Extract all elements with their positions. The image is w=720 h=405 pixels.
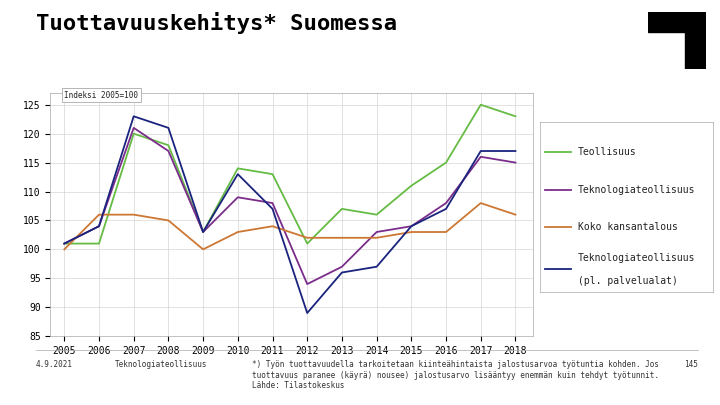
Text: 145: 145 bbox=[685, 360, 698, 369]
Text: Teknologiateollisuus: Teknologiateollisuus bbox=[578, 253, 696, 262]
Text: Teknologiateollisuus: Teknologiateollisuus bbox=[578, 185, 696, 194]
Text: Indeksi 2005=100: Indeksi 2005=100 bbox=[64, 91, 138, 100]
Text: (pl. palvelualat): (pl. palvelualat) bbox=[578, 276, 678, 286]
Text: Koko kansantalous: Koko kansantalous bbox=[578, 222, 678, 232]
Bar bbox=[648, 12, 706, 32]
Text: Teknologiateollisuus: Teknologiateollisuus bbox=[115, 360, 207, 369]
Text: Tuottavuuskehitys* Suomessa: Tuottavuuskehitys* Suomessa bbox=[36, 12, 397, 34]
Bar bbox=[685, 12, 706, 69]
Text: Teollisuus: Teollisuus bbox=[578, 147, 636, 157]
Text: 4.9.2021: 4.9.2021 bbox=[36, 360, 73, 369]
Text: *) Työn tuottavuudella tarkoitetaan kiinteähintaista jalostusarvoa työtuntia koh: *) Työn tuottavuudella tarkoitetaan kiin… bbox=[252, 360, 659, 390]
